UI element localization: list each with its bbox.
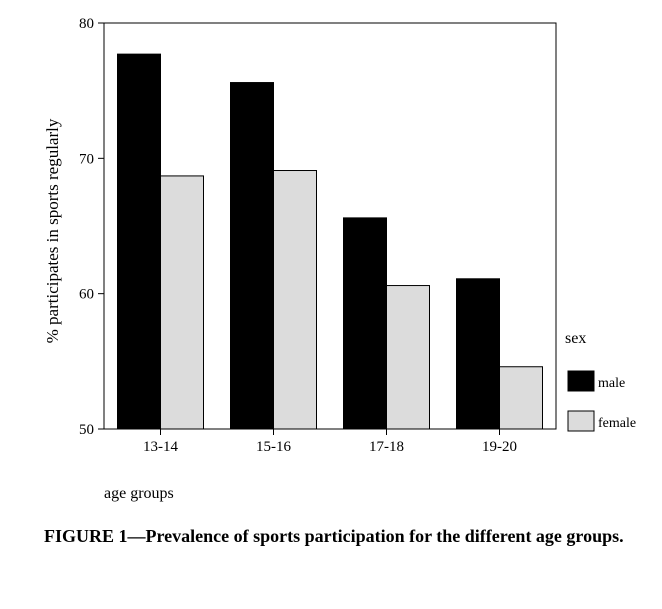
y-axis-label: % participates in sports regularly <box>43 118 62 343</box>
y-tick-label: 50 <box>79 422 94 438</box>
y-tick-label: 70 <box>79 151 94 167</box>
bars <box>117 53 543 430</box>
x-tick-label: 17-18 <box>369 439 404 455</box>
legend-title: sex <box>565 330 586 347</box>
x-tick-label: 15-16 <box>256 439 291 455</box>
bar-male-19-20 <box>456 278 500 430</box>
bar-female-17-18 <box>386 285 430 430</box>
bar-female-19-20 <box>499 366 543 430</box>
x-axis-label: age groups <box>104 485 174 502</box>
y-tick-label: 60 <box>79 287 94 303</box>
y-tick-label: 80 <box>79 16 94 32</box>
x-tick-label: 19-20 <box>482 439 517 455</box>
y-axis: 50 60 70 80 <box>79 16 104 438</box>
legend-swatch-female <box>567 410 595 432</box>
bar-female-13-14 <box>160 175 204 430</box>
legend-label-female: female <box>598 416 636 431</box>
bar-male-13-14 <box>117 53 161 430</box>
figure-caption: FIGURE 1—Prevalence of sports participat… <box>44 526 624 546</box>
bar-female-15-16 <box>273 170 317 430</box>
bar-male-15-16 <box>230 82 274 430</box>
legend-label-male: male <box>598 376 625 391</box>
legend-swatch-male <box>567 370 595 392</box>
bar-male-17-18 <box>343 217 387 430</box>
x-axis: 13-14 15-16 17-18 19-20 <box>143 429 517 455</box>
x-tick-label: 13-14 <box>143 439 178 455</box>
plot-area <box>103 22 557 430</box>
legend: sex male female <box>565 330 636 432</box>
chart: 50 60 70 80 13-14 15-16 17-18 19-20 % particip… <box>43 16 636 502</box>
